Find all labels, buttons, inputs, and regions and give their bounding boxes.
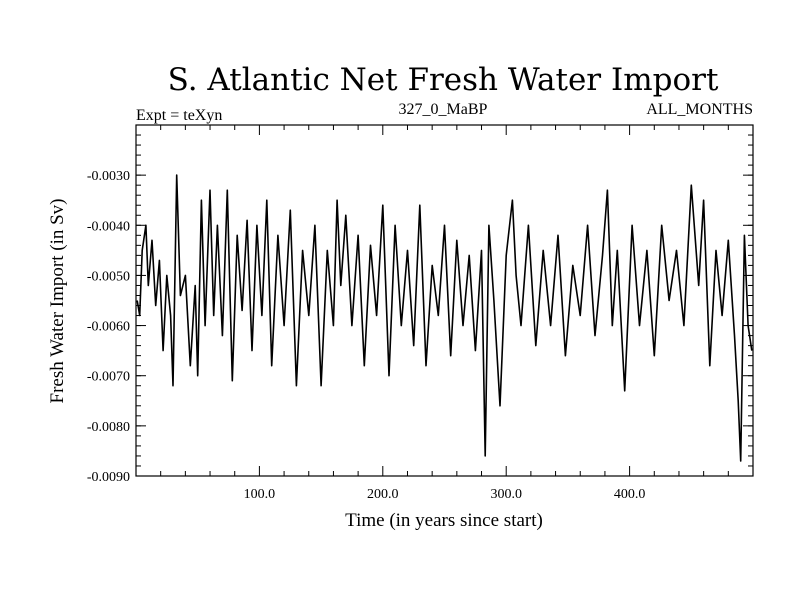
- period-label: 327_0_MaBP: [399, 101, 488, 118]
- y-tick-label: -0.0030: [87, 169, 130, 184]
- y-tick-label: -0.0080: [87, 420, 130, 435]
- series-group: [136, 174, 753, 462]
- x-axis-label: Time (in years since start): [345, 510, 543, 531]
- y-tick-label: -0.0040: [87, 219, 130, 234]
- plot-frame: [135, 124, 754, 477]
- y-tick-label: -0.0060: [87, 320, 130, 335]
- y-tick-label: -0.0070: [87, 370, 130, 385]
- x-tick-label: 100.0: [244, 487, 276, 502]
- x-axis: 100.0 200.0 300.0 400.0: [160, 125, 729, 502]
- series-line: [136, 174, 753, 462]
- months-label: ALL_MONTHS: [646, 101, 753, 118]
- x-tick-label: 200.0: [367, 487, 399, 502]
- y-tick-label: -0.0050: [87, 269, 130, 284]
- chart-title: S. Atlantic Net Fresh Water Import: [168, 62, 719, 98]
- x-tick-label: 400.0: [614, 487, 646, 502]
- y-tick-label: -0.0090: [87, 470, 130, 485]
- x-tick-label: 300.0: [490, 487, 522, 502]
- experiment-label: Expt = teXyn: [136, 107, 222, 124]
- y-axis-label: Fresh Water Import (in Sv): [47, 199, 68, 404]
